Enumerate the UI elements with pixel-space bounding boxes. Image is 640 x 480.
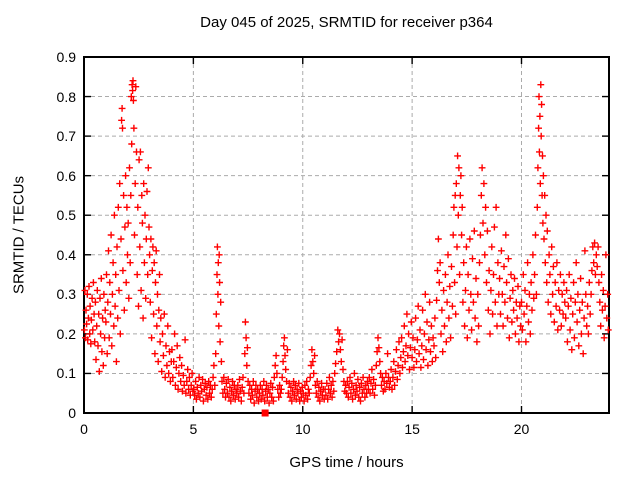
x-axis-label: GPS time / hours bbox=[289, 454, 404, 471]
x-tick-label: 10 bbox=[294, 421, 311, 437]
chart-title: Day 045 of 2025, SRMTID for receiver p36… bbox=[200, 14, 493, 31]
y-tick-label: 0.2 bbox=[56, 325, 76, 342]
y-tick-label: 0.1 bbox=[56, 365, 76, 382]
y-tick-label: 0 bbox=[68, 405, 76, 421]
x-tick-label: 0 bbox=[80, 421, 88, 437]
y-axis-label: SRMTID / TECUs bbox=[10, 175, 28, 295]
plot-border bbox=[83, 56, 610, 414]
y-tick-label: 0.5 bbox=[56, 207, 76, 224]
data-points bbox=[81, 77, 612, 407]
flagged-point-marker bbox=[261, 409, 269, 417]
y-tick-label: 0.3 bbox=[56, 286, 76, 303]
y-tick-label: 0.4 bbox=[56, 246, 76, 263]
y-tick-label: 0.9 bbox=[56, 49, 76, 65]
y-tick-label: 0.6 bbox=[56, 167, 76, 184]
y-tick-label: 0.8 bbox=[56, 88, 76, 105]
x-tick-label: 5 bbox=[189, 421, 198, 437]
x-tick-label: 15 bbox=[404, 421, 420, 437]
x-tick-label: 20 bbox=[513, 421, 530, 437]
y-tick-label: 0.7 bbox=[56, 128, 76, 145]
